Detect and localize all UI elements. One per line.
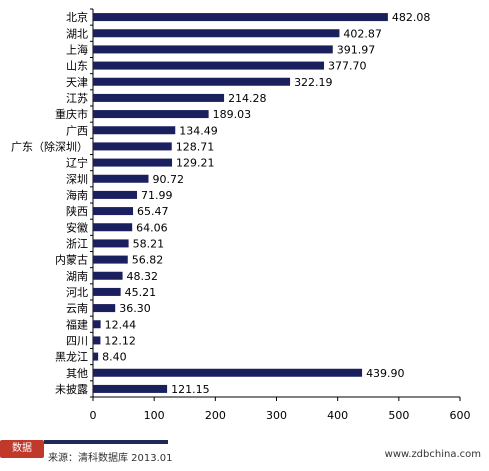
category-label: 广西 [66,124,88,137]
value-label: 56.82 [132,254,164,267]
value-label: 322.19 [294,76,333,89]
category-label: 内蒙古 [55,253,88,267]
logo-text: 数据 [12,443,32,454]
value-label: 189.03 [213,108,252,121]
value-label: 71.99 [141,189,173,202]
value-label: 48.32 [127,270,158,283]
category-label: 福建 [66,317,88,331]
category-label: 陕西 [66,204,88,218]
bar [93,77,291,86]
category-label: 江苏 [66,92,88,105]
value-label: 90.72 [152,173,184,186]
value-label: 36.30 [119,302,150,315]
x-tick-label: 500 [388,409,409,422]
value-label: 129.21 [176,157,215,170]
category-label: 浙江 [66,237,88,250]
value-label: 12.44 [105,318,137,331]
footer: 数据 来源：清科数据库 2013.01 www.zdbchina.com [0,436,489,466]
logo-band [44,440,168,444]
category-label: 重庆市 [55,107,88,121]
category-label: 海南 [66,188,88,202]
bar [93,158,173,167]
x-tick-label: 300 [266,409,287,422]
bar [93,223,133,232]
bar [93,142,172,151]
value-label: 45.21 [125,286,156,299]
bar [93,29,340,38]
source-text: 来源：清科数据库 2013.01 [48,453,173,464]
category-label: 湖南 [66,270,88,283]
bar [93,126,176,135]
bar [93,239,129,248]
value-label: 214.28 [228,92,267,105]
bar [93,93,225,102]
bar [93,384,168,393]
category-label: 广东（除深圳） [11,139,88,153]
x-tick-label: 100 [144,409,165,422]
category-label: 河北 [66,286,88,299]
bar [93,13,388,22]
value-label: 12.12 [104,334,135,347]
x-tick-label: 600 [450,409,471,422]
value-label: 64.06 [136,221,168,234]
value-label: 58.21 [133,237,165,250]
bar [93,287,121,296]
bar [93,368,363,377]
bar [93,190,138,199]
x-tick-label: 400 [327,409,348,422]
value-label: 482.08 [392,11,431,24]
category-label: 安徽 [66,220,88,234]
bar [93,336,101,345]
category-label: 其他 [66,367,88,380]
category-label: 云南 [66,302,88,315]
category-label: 黑龙江 [55,351,88,364]
site-url: www.zdbchina.com [384,449,481,460]
value-label: 128.71 [176,140,215,153]
category-label: 湖北 [66,27,88,40]
x-tick-label: 0 [90,409,97,422]
value-label: 121.15 [171,383,210,396]
category-label: 四川 [66,334,88,347]
value-label: 134.49 [179,124,218,137]
bar [93,61,325,70]
value-label: 8.40 [102,351,127,364]
bar [93,255,128,264]
value-label: 402.87 [343,27,382,40]
bar [93,304,116,313]
category-label: 天津 [66,76,88,89]
value-label: 439.90 [366,367,405,380]
bar [93,352,99,361]
category-label: 山东 [66,60,88,73]
category-label: 深圳 [66,173,88,186]
bar [93,320,101,329]
bar [93,110,209,119]
bar [93,174,149,183]
bar [93,45,333,54]
value-label: 65.47 [137,205,169,218]
category-label: 未披露 [55,382,88,396]
value-label: 391.97 [337,43,376,56]
category-label: 上海 [66,42,88,56]
category-label: 辽宁 [66,156,88,170]
category-label: 北京 [66,10,88,24]
value-label: 377.70 [328,60,367,73]
bar [93,207,134,216]
watermark-logo: 数据 [0,440,44,458]
bar [93,271,123,280]
x-tick-label: 200 [205,409,226,422]
